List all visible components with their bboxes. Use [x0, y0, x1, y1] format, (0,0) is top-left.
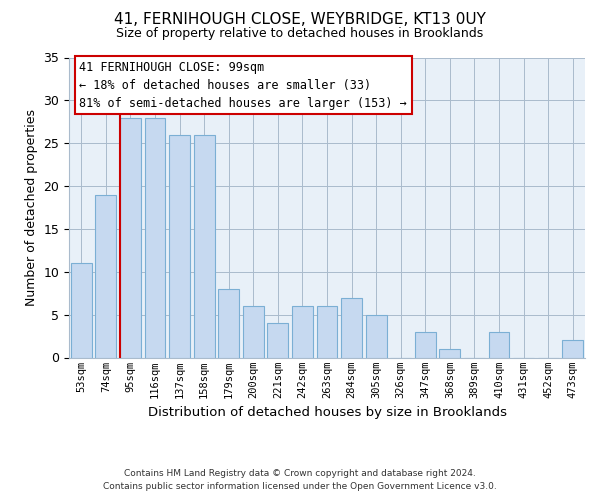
Bar [194, 134, 215, 358]
Bar [145, 118, 166, 358]
Text: 41 FERNIHOUGH CLOSE: 99sqm
← 18% of detached houses are smaller (33)
81% of semi: 41 FERNIHOUGH CLOSE: 99sqm ← 18% of deta… [79, 60, 407, 110]
X-axis label: Distribution of detached houses by size in Brooklands: Distribution of detached houses by size … [148, 406, 506, 419]
Text: Size of property relative to detached houses in Brooklands: Size of property relative to detached ho… [116, 28, 484, 40]
Bar [562, 340, 583, 357]
Bar [439, 349, 460, 358]
Bar [341, 298, 362, 358]
Bar [95, 194, 116, 358]
Text: Contains HM Land Registry data © Crown copyright and database right 2024.
Contai: Contains HM Land Registry data © Crown c… [103, 469, 497, 491]
Bar [120, 118, 141, 358]
Y-axis label: Number of detached properties: Number of detached properties [25, 109, 38, 306]
Bar [71, 263, 92, 358]
Bar [268, 323, 289, 358]
Bar [317, 306, 337, 358]
Text: 41, FERNIHOUGH CLOSE, WEYBRIDGE, KT13 0UY: 41, FERNIHOUGH CLOSE, WEYBRIDGE, KT13 0U… [114, 12, 486, 28]
Bar [218, 289, 239, 358]
Bar [243, 306, 264, 358]
Bar [169, 134, 190, 358]
Bar [292, 306, 313, 358]
Bar [365, 314, 386, 358]
Bar [488, 332, 509, 357]
Bar [415, 332, 436, 357]
